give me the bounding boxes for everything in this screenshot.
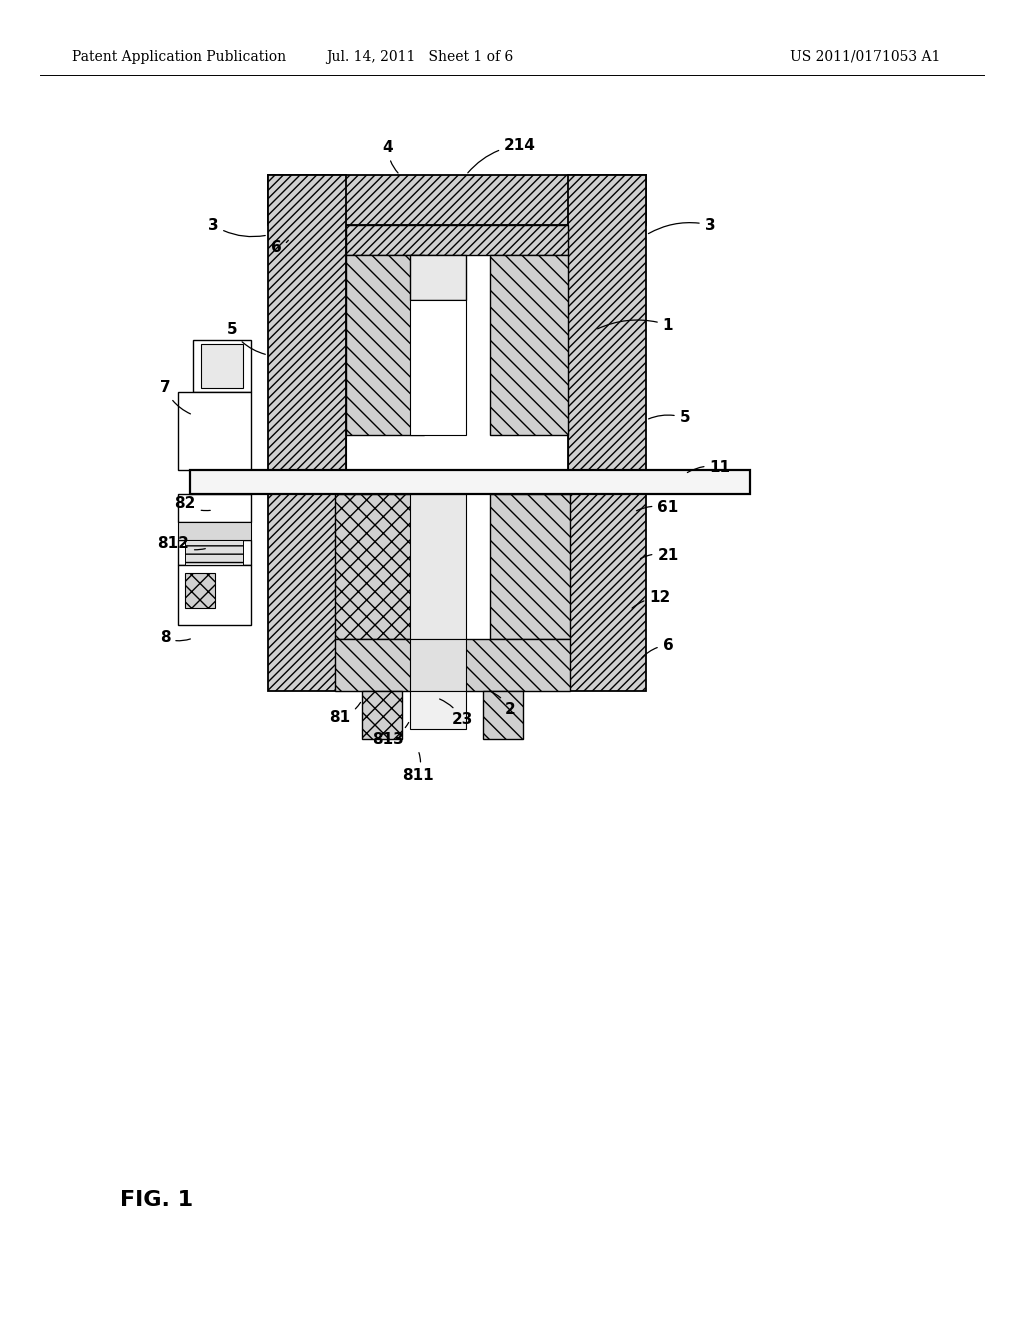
Bar (268, 176, 346, 470)
Text: 81: 81 (330, 702, 360, 726)
Text: 23: 23 (439, 700, 473, 727)
Bar (178, 521, 251, 540)
Bar (193, 341, 251, 392)
Text: 8: 8 (160, 631, 190, 645)
Text: 1: 1 (598, 318, 673, 333)
Text: 5: 5 (226, 322, 265, 354)
Text: 7: 7 (160, 380, 190, 414)
Text: 12: 12 (632, 590, 671, 609)
Bar (346, 255, 424, 436)
Text: 4: 4 (383, 140, 398, 173)
Bar (410, 690, 466, 729)
Text: 5: 5 (648, 411, 690, 425)
Bar (178, 494, 251, 521)
Text: 82: 82 (174, 496, 210, 511)
Text: 812: 812 (157, 536, 205, 552)
Bar (490, 494, 570, 639)
Text: 813: 813 (372, 722, 409, 747)
Bar (185, 540, 243, 565)
Bar (410, 639, 466, 690)
Bar (268, 494, 346, 690)
Text: 2: 2 (489, 690, 515, 718)
Text: 21: 21 (640, 548, 679, 562)
Bar (178, 565, 251, 624)
Bar (201, 345, 243, 388)
Text: Patent Application Publication: Patent Application Publication (72, 50, 286, 63)
Bar (178, 392, 251, 470)
Text: US 2011/0171053 A1: US 2011/0171053 A1 (790, 50, 940, 63)
Bar (410, 255, 466, 300)
Bar (568, 176, 646, 470)
Bar (185, 573, 215, 609)
Text: 3: 3 (648, 218, 716, 234)
Text: 3: 3 (208, 218, 265, 236)
Bar (410, 494, 466, 639)
Text: 11: 11 (687, 459, 730, 474)
Bar (568, 494, 646, 690)
Bar (268, 176, 646, 224)
Bar (335, 639, 570, 690)
Bar (346, 224, 568, 255)
Bar (335, 494, 415, 639)
Text: 61: 61 (637, 500, 679, 516)
Bar (490, 255, 568, 436)
Text: Jul. 14, 2011   Sheet 1 of 6: Jul. 14, 2011 Sheet 1 of 6 (327, 50, 514, 63)
Text: 214: 214 (468, 137, 536, 173)
Text: 811: 811 (402, 752, 434, 783)
Bar (178, 540, 251, 565)
Text: 6: 6 (270, 240, 289, 256)
Text: FIG. 1: FIG. 1 (120, 1191, 194, 1210)
Bar (483, 690, 523, 739)
Bar (190, 470, 750, 494)
Text: 6: 6 (642, 638, 674, 657)
Bar (410, 300, 466, 436)
Bar (362, 690, 402, 739)
